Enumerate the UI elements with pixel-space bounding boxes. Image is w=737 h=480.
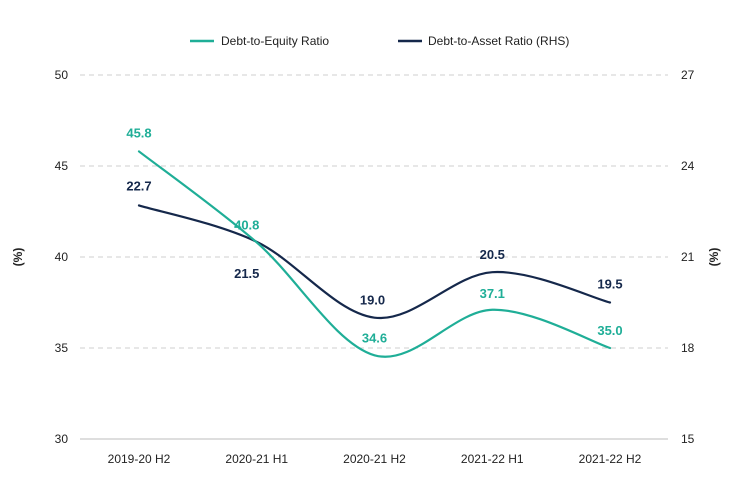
data-labels: 22.7 21.5 19.0 20.5 19.5 45.8 40.8 34.6 37.1 35.0 — [126, 125, 622, 345]
y-tick-label-right: 27 — [681, 68, 695, 82]
series-lines — [137, 149, 612, 358]
data-label-debt-to-asset: 21.5 — [234, 266, 259, 281]
y-tick-label-right: 15 — [681, 432, 695, 446]
x-tick-label: 2019-20 H2 — [108, 452, 171, 466]
y-tick-label-right: 24 — [681, 159, 695, 173]
y-axis-title-left: (%) — [11, 248, 25, 267]
data-point-debt-to-equity — [608, 346, 612, 350]
y-tick-label-right: 21 — [681, 250, 695, 264]
data-label-debt-to-asset: 20.5 — [480, 247, 505, 262]
x-tick-label: 2021-22 H1 — [461, 452, 524, 466]
axis-ticks: 30 35 40 45 50 15 18 21 24 27 2019-20 H2 2020-21 H1… — [55, 68, 695, 466]
y-tick-label-left: 40 — [55, 250, 69, 264]
data-point-debt-to-asset — [137, 203, 141, 207]
data-point-debt-to-equity — [490, 308, 494, 312]
data-label-debt-to-equity: 40.8 — [234, 217, 259, 232]
x-tick-label: 2021-22 H2 — [579, 452, 642, 466]
data-point-debt-to-asset — [373, 316, 377, 320]
legend: Debt-to-Equity Ratio Debt-to-Asset Ratio… — [190, 34, 569, 48]
series-line-debt-to-equity — [137, 150, 612, 358]
legend-label-debt-to-asset: Debt-to-Asset Ratio (RHS) — [428, 34, 569, 48]
series-line-debt-to-asset — [137, 204, 612, 319]
x-tick-label: 2020-21 H2 — [343, 452, 406, 466]
y-tick-label-left: 35 — [55, 341, 69, 355]
data-label-debt-to-equity: 34.6 — [362, 330, 387, 345]
gridlines — [80, 74, 668, 440]
data-label-debt-to-equity: 35.0 — [597, 323, 622, 338]
y-tick-label-right: 18 — [681, 341, 695, 355]
data-point-debt-to-equity — [373, 353, 377, 357]
data-label-debt-to-asset: 19.0 — [360, 293, 385, 308]
data-label-debt-to-asset: 19.5 — [597, 277, 622, 292]
y-tick-label-left: 30 — [55, 432, 69, 446]
x-tick-label: 2020-21 H1 — [225, 452, 288, 466]
data-label-debt-to-equity: 37.1 — [480, 286, 505, 301]
legend-label-debt-to-equity: Debt-to-Equity Ratio — [221, 34, 329, 48]
data-point-debt-to-equity — [137, 149, 141, 153]
data-point-debt-to-asset — [608, 301, 612, 305]
y-tick-label-left: 50 — [55, 68, 69, 82]
y-axis-title-right: (%) — [707, 248, 721, 267]
y-tick-label-left: 45 — [55, 159, 69, 173]
data-label-debt-to-equity: 45.8 — [126, 125, 151, 140]
data-point-debt-to-equity — [255, 240, 259, 244]
data-point-debt-to-asset — [490, 270, 494, 274]
data-label-debt-to-asset: 22.7 — [126, 178, 151, 193]
